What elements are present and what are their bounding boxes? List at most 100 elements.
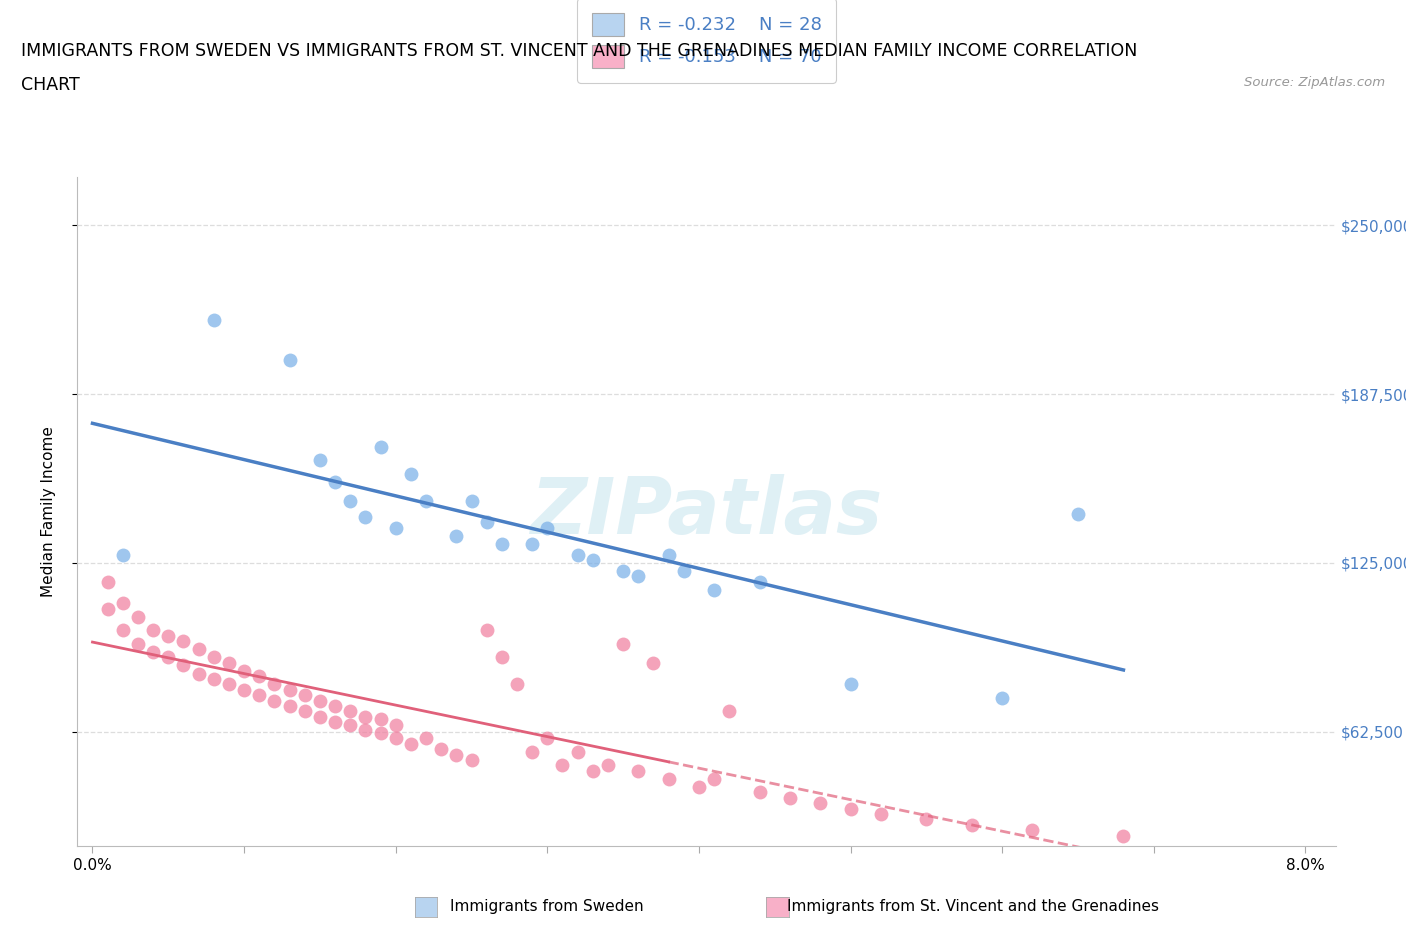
- Point: [718, 704, 741, 719]
- Point: [748, 785, 770, 800]
- Text: CHART: CHART: [21, 76, 80, 94]
- Point: [551, 758, 574, 773]
- Point: [127, 636, 149, 651]
- Legend: R = -0.232    N = 28, R = -0.153    N = 70: R = -0.232 N = 28, R = -0.153 N = 70: [576, 0, 837, 83]
- Point: [415, 731, 437, 746]
- Point: [323, 714, 346, 729]
- Point: [370, 712, 392, 727]
- Point: [460, 752, 482, 767]
- Point: [475, 623, 498, 638]
- Point: [446, 747, 468, 762]
- Point: [672, 564, 695, 578]
- Point: [309, 453, 332, 468]
- Point: [172, 658, 194, 672]
- Point: [839, 677, 862, 692]
- Text: ZIPatlas: ZIPatlas: [530, 473, 883, 550]
- Point: [294, 687, 316, 702]
- Point: [278, 698, 301, 713]
- Point: [263, 693, 285, 708]
- Point: [354, 710, 377, 724]
- Point: [703, 582, 725, 597]
- Point: [323, 698, 346, 713]
- Point: [506, 677, 529, 692]
- Point: [339, 717, 361, 732]
- Point: [97, 602, 120, 617]
- Point: [1112, 828, 1135, 843]
- Point: [384, 731, 406, 746]
- Y-axis label: Median Family Income: Median Family Income: [42, 426, 56, 597]
- Point: [111, 623, 134, 638]
- Point: [399, 737, 422, 751]
- Point: [233, 683, 256, 698]
- Point: [960, 817, 983, 832]
- Point: [582, 764, 605, 778]
- Point: [536, 731, 558, 746]
- Point: [567, 744, 589, 759]
- Point: [142, 623, 165, 638]
- Point: [187, 642, 209, 657]
- Point: [627, 764, 650, 778]
- Point: [309, 710, 332, 724]
- Point: [582, 552, 605, 567]
- Text: Source: ZipAtlas.com: Source: ZipAtlas.com: [1244, 76, 1385, 89]
- Point: [991, 690, 1014, 705]
- Point: [97, 574, 120, 589]
- Point: [339, 704, 361, 719]
- Point: [915, 812, 938, 827]
- Point: [1067, 507, 1090, 522]
- Point: [202, 671, 225, 686]
- Point: [218, 656, 240, 671]
- Point: [233, 663, 256, 678]
- Point: [323, 474, 346, 489]
- Point: [475, 515, 498, 530]
- Point: [309, 693, 332, 708]
- Point: [808, 796, 831, 811]
- Point: [612, 636, 634, 651]
- Point: [415, 493, 437, 508]
- Point: [157, 629, 180, 644]
- Point: [354, 723, 377, 737]
- Point: [218, 677, 240, 692]
- Point: [870, 806, 893, 821]
- Point: [748, 574, 770, 589]
- Text: Immigrants from Sweden: Immigrants from Sweden: [450, 899, 644, 914]
- Point: [612, 564, 634, 578]
- Point: [399, 466, 422, 481]
- Point: [536, 520, 558, 535]
- Point: [491, 537, 513, 551]
- Point: [658, 547, 681, 562]
- Text: Immigrants from St. Vincent and the Grenadines: Immigrants from St. Vincent and the Gren…: [787, 899, 1160, 914]
- Point: [172, 633, 194, 648]
- Point: [370, 439, 392, 454]
- Point: [430, 741, 453, 756]
- Point: [520, 537, 543, 551]
- Point: [202, 312, 225, 327]
- Point: [627, 569, 650, 584]
- Point: [596, 758, 619, 773]
- Point: [354, 510, 377, 525]
- Point: [111, 596, 134, 611]
- Point: [142, 644, 165, 659]
- Point: [460, 493, 482, 508]
- Point: [491, 650, 513, 665]
- Point: [294, 704, 316, 719]
- Point: [157, 650, 180, 665]
- Point: [703, 771, 725, 786]
- Point: [278, 352, 301, 367]
- Point: [446, 528, 468, 543]
- Point: [384, 520, 406, 535]
- Point: [339, 493, 361, 508]
- Point: [278, 683, 301, 698]
- Point: [839, 801, 862, 816]
- Point: [1021, 823, 1043, 838]
- Point: [263, 677, 285, 692]
- Point: [187, 666, 209, 681]
- Text: IMMIGRANTS FROM SWEDEN VS IMMIGRANTS FROM ST. VINCENT AND THE GRENADINES MEDIAN : IMMIGRANTS FROM SWEDEN VS IMMIGRANTS FRO…: [21, 42, 1137, 60]
- Point: [643, 656, 665, 671]
- Point: [658, 771, 681, 786]
- Point: [111, 547, 134, 562]
- Point: [127, 609, 149, 624]
- Point: [520, 744, 543, 759]
- Point: [384, 717, 406, 732]
- Point: [247, 669, 270, 684]
